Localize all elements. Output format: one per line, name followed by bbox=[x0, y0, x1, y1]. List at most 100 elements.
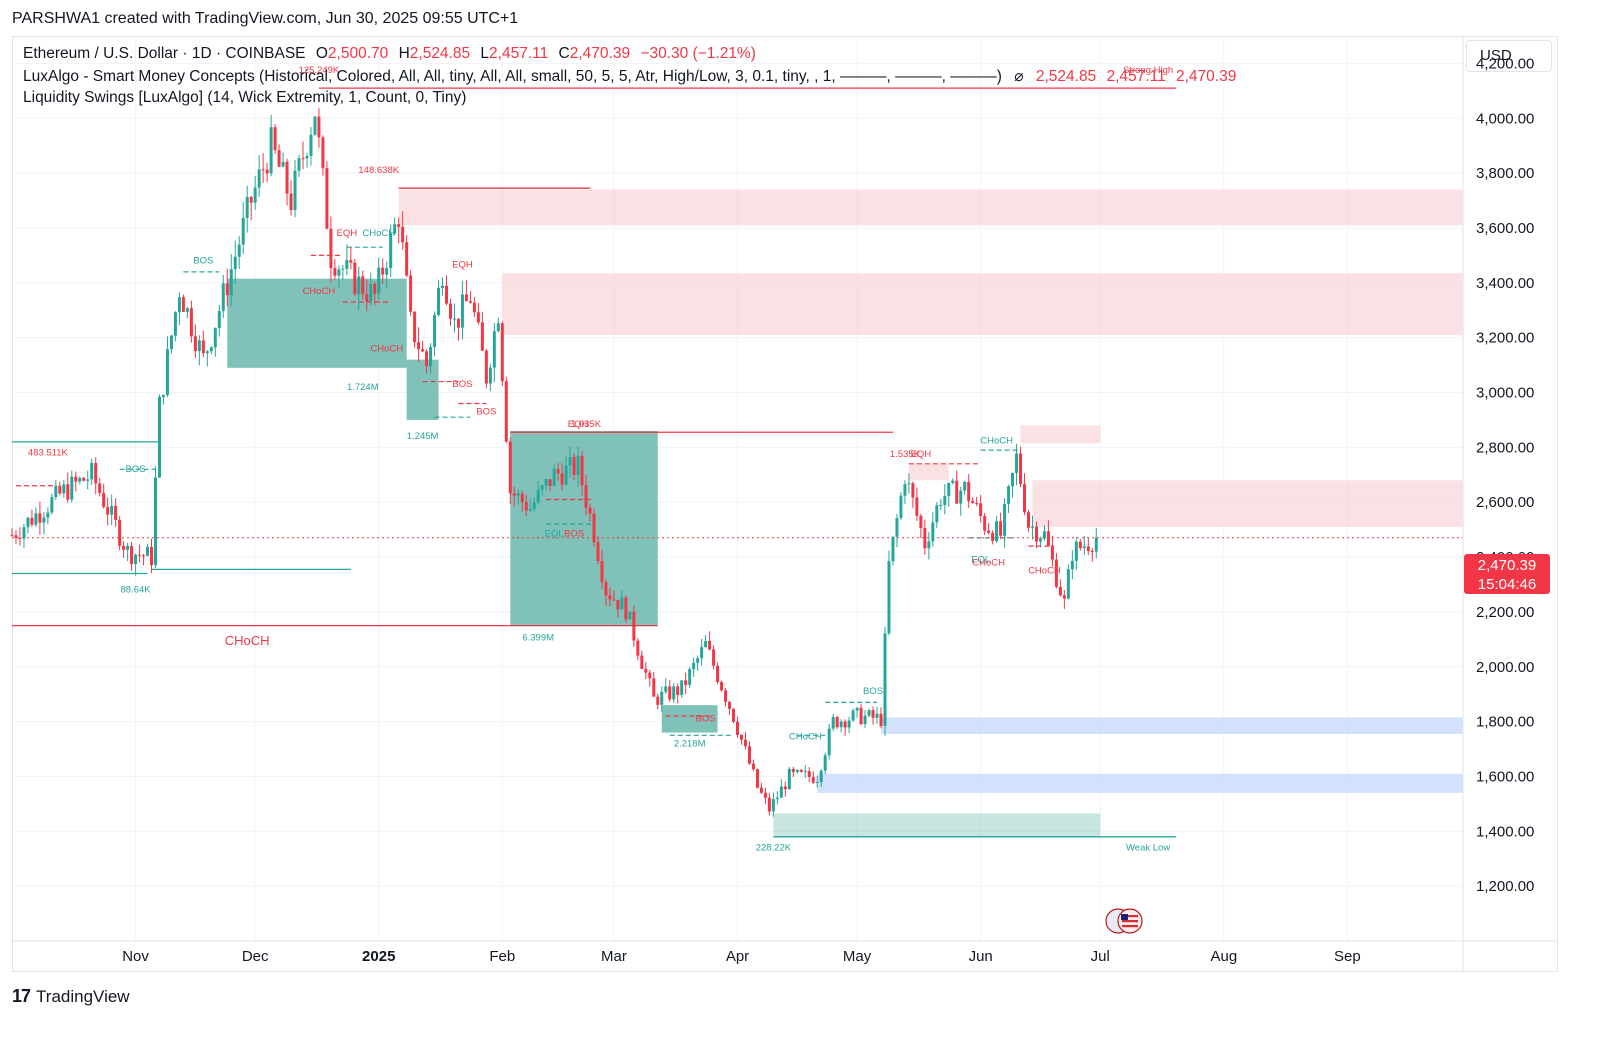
candle-body bbox=[843, 721, 847, 728]
demand-zone bbox=[817, 773, 1463, 793]
candle-body bbox=[221, 283, 225, 312]
symbol-legend-row[interactable]: Ethereum / U.S. Dollar · 1D · COINBASE O… bbox=[23, 45, 756, 63]
time-tick-label: May bbox=[843, 948, 872, 965]
candle-body bbox=[712, 649, 716, 666]
time-tick-label: Feb bbox=[489, 948, 515, 965]
candle-body bbox=[241, 217, 245, 245]
candle-body bbox=[480, 322, 484, 351]
symbol-title: Ethereum / U.S. Dollar · 1D · COINBASE bbox=[23, 45, 306, 62]
candle-body bbox=[102, 493, 106, 508]
indicator-smc-legend[interactable]: LuxAlgo - Smart Money Concepts (Historic… bbox=[23, 67, 1236, 86]
chart-frame[interactable] bbox=[12, 36, 1558, 972]
candle-body bbox=[704, 641, 708, 648]
indicator-smc-value-3: 2,470.39 bbox=[1176, 68, 1237, 85]
candle-body bbox=[891, 536, 895, 562]
candle-body bbox=[1007, 486, 1011, 504]
candle-body bbox=[827, 728, 831, 756]
candle-body bbox=[1094, 537, 1098, 552]
candle-body bbox=[496, 323, 500, 332]
candle-body bbox=[720, 682, 724, 691]
candle-body bbox=[365, 294, 369, 302]
candle-body bbox=[82, 477, 86, 481]
candle-body bbox=[943, 496, 947, 506]
structure-label: 1.535K bbox=[890, 449, 921, 460]
candle-body bbox=[931, 522, 935, 542]
candle-body bbox=[1078, 541, 1082, 548]
structure-label: CHoCH bbox=[370, 343, 403, 354]
candle-body bbox=[532, 502, 536, 509]
earnings-flag-icon[interactable] bbox=[1102, 906, 1146, 936]
candle-body bbox=[1050, 545, 1054, 560]
candle-body bbox=[138, 554, 142, 556]
price-tick-label: 1,800.00 bbox=[1476, 714, 1534, 731]
currency-button[interactable]: USD bbox=[1466, 40, 1552, 72]
candle-body bbox=[620, 597, 624, 610]
candle-body bbox=[580, 455, 584, 486]
candle-body bbox=[413, 311, 417, 343]
candle-body bbox=[1038, 538, 1042, 542]
candle-body bbox=[417, 342, 421, 350]
indicator-smc-symbol: ⌀ bbox=[1014, 68, 1024, 85]
liq-zone bbox=[510, 430, 658, 626]
tradingview-mark-icon: 17 bbox=[12, 986, 31, 1006]
price-tick-label: 2,600.00 bbox=[1476, 494, 1534, 511]
candle-body bbox=[369, 283, 373, 302]
candle-body bbox=[74, 476, 78, 482]
candle-body bbox=[456, 318, 460, 328]
candle-body bbox=[612, 599, 616, 601]
candle-body bbox=[767, 797, 771, 812]
tradingview-brand: TradingView bbox=[36, 986, 130, 1006]
indicator-liquidity-legend[interactable]: Liquidity Swings [LuxAlgo] (14, Wick Ext… bbox=[23, 89, 466, 107]
ohlc-open: 2,500.70 bbox=[327, 45, 389, 62]
candle-body bbox=[209, 347, 213, 352]
candle-body bbox=[560, 473, 564, 485]
candle-body bbox=[1034, 526, 1038, 542]
candle-body bbox=[903, 484, 907, 496]
candle-body bbox=[34, 513, 38, 525]
structure-label: BOS bbox=[126, 464, 146, 475]
candle-body bbox=[899, 495, 903, 519]
candle-body bbox=[736, 721, 739, 735]
candle-body bbox=[568, 457, 572, 466]
time-tick-label: Mar bbox=[601, 948, 627, 965]
candle-body bbox=[261, 169, 265, 171]
time-tick-label: Dec bbox=[242, 948, 269, 965]
structure-label: 88.64K bbox=[121, 585, 152, 596]
candle-body bbox=[409, 275, 413, 312]
candle-body bbox=[927, 541, 931, 549]
candle-body bbox=[500, 323, 504, 382]
candle-body bbox=[277, 150, 281, 167]
candle-body bbox=[847, 720, 851, 728]
candle-body bbox=[556, 468, 560, 474]
price-tick-label: 1,200.00 bbox=[1476, 878, 1534, 895]
candle-body bbox=[779, 786, 783, 798]
candle-body bbox=[795, 769, 799, 773]
candle-body bbox=[468, 301, 472, 303]
candle-body bbox=[592, 513, 596, 543]
candle-body bbox=[405, 242, 409, 276]
candle-body bbox=[118, 519, 122, 546]
candle-body bbox=[86, 479, 90, 481]
structure-label: CHoCH bbox=[972, 557, 1005, 568]
tradingview-logo[interactable]: 17 TradingView bbox=[12, 986, 130, 1007]
candle-body bbox=[78, 477, 82, 482]
candle-body bbox=[983, 515, 987, 531]
candle-body bbox=[1042, 531, 1046, 539]
candle-body bbox=[98, 483, 102, 494]
structure-label: Weak Low bbox=[1126, 843, 1170, 854]
candle-body bbox=[329, 228, 333, 268]
candle-body bbox=[389, 233, 393, 269]
structure-label: EQH bbox=[568, 419, 589, 430]
candle-body bbox=[652, 678, 656, 697]
candle-body bbox=[947, 483, 951, 497]
structure-label: BOS bbox=[863, 686, 883, 697]
candle-body bbox=[815, 782, 819, 784]
candle-body bbox=[26, 517, 30, 528]
candle-body bbox=[361, 276, 365, 295]
candle-body bbox=[185, 308, 189, 312]
price-tick-label: 3,000.00 bbox=[1476, 385, 1534, 402]
structure-label: 2.218M bbox=[674, 738, 706, 749]
candle-body bbox=[273, 127, 277, 151]
candle-body bbox=[14, 535, 18, 538]
